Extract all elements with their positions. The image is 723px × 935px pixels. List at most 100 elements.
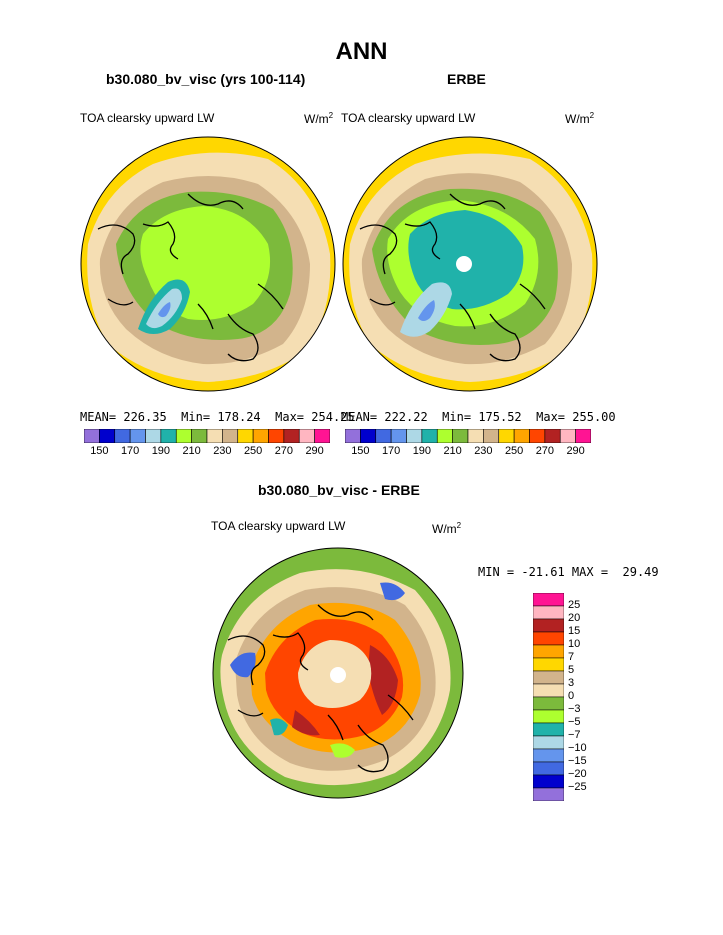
colorbar-swatch	[222, 429, 239, 443]
p1-greenland-min	[158, 302, 171, 318]
colorbar-swatch	[129, 429, 146, 443]
colorbar-swatch	[533, 696, 564, 711]
colorbar-swatch	[160, 429, 177, 443]
colorbar-swatch	[533, 787, 564, 801]
panel1-mean-label: MEAN=	[80, 410, 117, 424]
p3-band-neg-c	[270, 718, 288, 736]
colorbar-swatch	[375, 429, 392, 443]
colorbar-swatch	[483, 429, 500, 443]
colorbar-tick-label: −20	[568, 768, 587, 780]
panel3-title: b30.080_bv_visc - ERBE	[258, 482, 420, 498]
colorbar-swatch	[533, 618, 564, 633]
panel1-mean: 226.35	[123, 410, 167, 424]
panel1-max-label: Max=	[275, 410, 305, 424]
colorbar-swatch	[452, 429, 469, 443]
colorbar-swatch	[421, 429, 438, 443]
colorbar-tick-label: 210	[443, 445, 462, 457]
colorbar-tick-label: 7	[568, 651, 575, 663]
panel1-units-exp: 2	[328, 111, 334, 120]
panel2-units: W/m2	[565, 111, 595, 127]
colorbar-swatch	[145, 429, 162, 443]
p3-pole-hole	[330, 667, 346, 683]
panel2-mean-label: MEAN=	[341, 410, 378, 424]
colorbar-tick-label: 190	[151, 445, 171, 457]
colorbar-swatch	[191, 429, 208, 443]
colorbar-swatch	[533, 774, 564, 789]
panel1-units: W/m2	[304, 111, 334, 127]
colorbar-swatch	[513, 429, 530, 443]
colorbar-tick-label: 15	[568, 625, 581, 637]
colorbar-tick-label: −7	[568, 729, 581, 741]
colorbar-swatch	[533, 761, 564, 776]
colorbar-tick-label: −10	[568, 742, 587, 754]
panel1-variable: TOA clearsky upward LW	[80, 111, 215, 125]
colorbar-swatch	[533, 670, 564, 685]
panel2-min-label: Min=	[442, 410, 472, 424]
panel2-units-exp: 2	[589, 111, 595, 120]
colorbar-swatch	[544, 429, 561, 443]
panel2-colorbar	[345, 429, 591, 443]
colorbar-swatch	[533, 631, 564, 646]
panel3-variable: TOA clearsky upward LW	[211, 519, 346, 533]
page-title: ANN	[335, 38, 388, 65]
panel1-map	[80, 136, 336, 392]
p2-greenland-min	[418, 300, 435, 321]
colorbar-swatch	[575, 429, 591, 443]
colorbar-swatch	[390, 429, 407, 443]
colorbar-swatch	[467, 429, 484, 443]
colorbar-tick-label: 3	[568, 677, 575, 689]
colorbar-swatch	[533, 748, 564, 763]
colorbar-swatch	[533, 644, 564, 659]
colorbar-tick-label: 25	[568, 599, 581, 611]
colorbar-swatch	[533, 722, 564, 737]
panel3-map	[212, 547, 464, 799]
panel2-max: 255.00	[572, 410, 616, 424]
colorbar-swatch	[529, 429, 546, 443]
colorbar-tick-label: 170	[120, 445, 140, 457]
colorbar-tick-label: 290	[566, 445, 585, 457]
colorbar-tick-label: 270	[535, 445, 555, 457]
colorbar-swatch	[533, 605, 564, 620]
colorbar-tick-label: −25	[568, 781, 587, 793]
panel2-min: 175.52	[478, 410, 522, 424]
panel3-units: W/m2	[432, 522, 461, 537]
colorbar-swatch	[498, 429, 515, 443]
panel2-max-label: Max=	[536, 410, 566, 424]
panel1-units-base: W/m	[304, 112, 329, 126]
panel2-stats: MEAN= 222.22 Min= 175.52 Max= 255.00	[341, 410, 616, 424]
panel2-colorbar-labels: 150 170 190 210 230 250 270 290	[345, 445, 591, 459]
colorbar-tick-label: 20	[568, 612, 581, 624]
colorbar-tick-label: −5	[568, 716, 581, 728]
panel3-units-base: W/m	[432, 522, 457, 536]
colorbar-tick-label: 170	[381, 445, 401, 457]
colorbar-tick-label: 0	[568, 690, 575, 702]
panel1-title: b30.080_bv_visc (yrs 100-114)	[106, 71, 306, 87]
p3-band-20b	[292, 710, 320, 736]
colorbar-swatch	[114, 429, 131, 443]
p2-coast	[359, 193, 546, 362]
p3-band-neg-a	[230, 652, 256, 678]
panel3-colorbar-labels: 25 20 15 10 7 5 3 0 −3 −5 −7 −10 −15 −20 −25	[568, 593, 608, 801]
colorbar-swatch	[252, 429, 269, 443]
colorbar-swatch	[533, 683, 564, 698]
p1-coast	[97, 193, 284, 362]
colorbar-tick-label: 230	[474, 445, 493, 457]
panel2-mean: 222.22	[384, 410, 428, 424]
colorbar-swatch	[406, 429, 423, 443]
panel2-units-base: W/m	[565, 112, 590, 126]
colorbar-swatch	[533, 709, 564, 724]
panel1-min: 178.24	[217, 410, 261, 424]
colorbar-swatch	[99, 429, 116, 443]
colorbar-tick-label: 250	[243, 445, 263, 457]
p2-pole-hole	[456, 256, 472, 272]
colorbar-tick-label: 150	[90, 445, 109, 457]
colorbar-swatch	[206, 429, 223, 443]
colorbar-swatch	[298, 429, 315, 443]
colorbar-swatch	[533, 593, 564, 607]
colorbar-tick-label: 250	[504, 445, 524, 457]
colorbar-tick-label: 270	[274, 445, 294, 457]
colorbar-tick-label: 10	[568, 638, 581, 650]
panel1-min-label: Min=	[181, 410, 211, 424]
p3-band-neg-d	[330, 743, 355, 758]
colorbar-swatch	[314, 429, 330, 443]
